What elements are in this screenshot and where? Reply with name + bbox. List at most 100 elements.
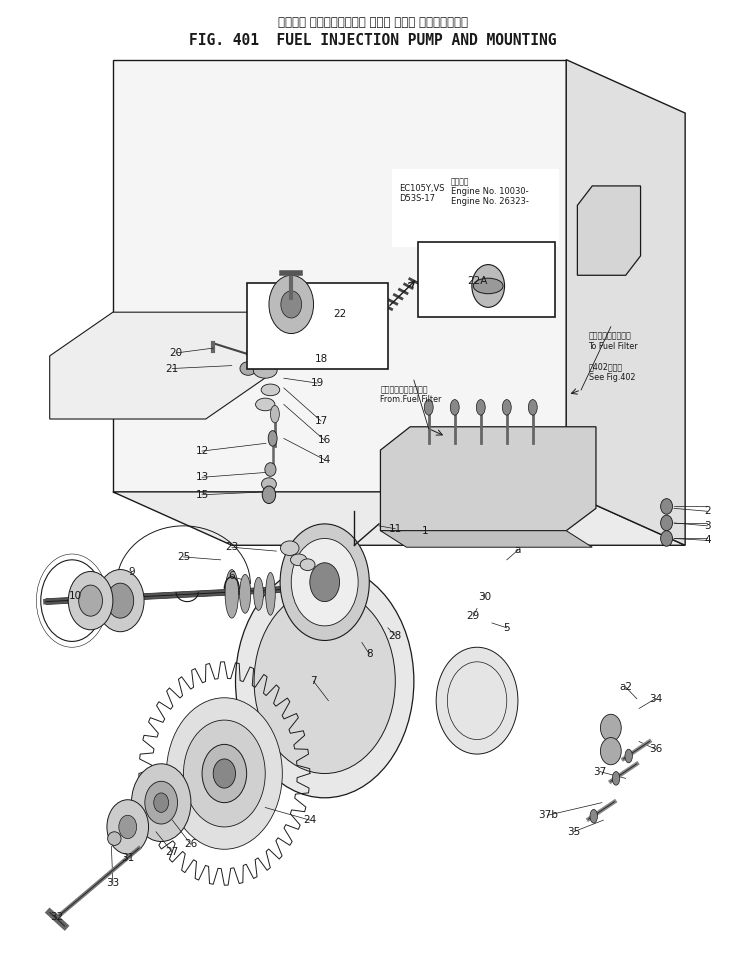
Ellipse shape — [107, 832, 121, 845]
Ellipse shape — [451, 399, 460, 415]
Ellipse shape — [280, 541, 299, 555]
Text: 12: 12 — [195, 446, 209, 456]
Circle shape — [253, 327, 285, 370]
Text: 6: 6 — [228, 572, 235, 581]
Text: 37: 37 — [593, 767, 606, 776]
Text: Engine No. 26323-: Engine No. 26323- — [451, 197, 529, 206]
Ellipse shape — [528, 399, 537, 415]
Ellipse shape — [612, 771, 620, 785]
Circle shape — [601, 737, 621, 765]
Text: FIG. 401  FUEL INJECTION PUMP AND MOUNTING: FIG. 401 FUEL INJECTION PUMP AND MOUNTIN… — [189, 33, 557, 48]
Circle shape — [291, 539, 358, 626]
Ellipse shape — [300, 559, 315, 571]
Polygon shape — [577, 186, 641, 276]
Text: 31: 31 — [121, 853, 134, 863]
Text: 27: 27 — [166, 847, 179, 857]
Circle shape — [69, 572, 113, 630]
Text: 適用番号: 適用番号 — [451, 177, 469, 186]
Ellipse shape — [239, 575, 251, 614]
Ellipse shape — [266, 573, 275, 616]
Circle shape — [280, 524, 369, 641]
Bar — [392, 169, 559, 247]
Text: 24: 24 — [303, 815, 316, 825]
Circle shape — [262, 339, 276, 358]
Ellipse shape — [263, 486, 275, 504]
Circle shape — [601, 714, 621, 741]
Circle shape — [436, 648, 518, 754]
Text: フェエルフィルタから
From.Fuel Filter: フェエルフィルタから From.Fuel Filter — [380, 385, 442, 404]
Text: 32: 32 — [51, 913, 63, 922]
Text: 28: 28 — [389, 630, 402, 641]
Ellipse shape — [254, 578, 263, 611]
Text: a: a — [515, 545, 521, 555]
Circle shape — [107, 800, 148, 854]
Text: 10: 10 — [69, 591, 82, 601]
Ellipse shape — [261, 384, 280, 395]
Ellipse shape — [225, 570, 239, 618]
Text: 25: 25 — [177, 552, 190, 562]
Circle shape — [661, 531, 672, 546]
Text: 17: 17 — [314, 416, 327, 426]
Circle shape — [96, 570, 144, 632]
Text: 7: 7 — [310, 676, 317, 687]
Bar — [418, 243, 555, 317]
Text: 29: 29 — [467, 611, 480, 621]
Text: 23: 23 — [225, 543, 239, 552]
Text: 1: 1 — [421, 526, 428, 536]
Ellipse shape — [254, 362, 277, 378]
Circle shape — [269, 276, 313, 333]
Ellipse shape — [502, 399, 511, 415]
Circle shape — [280, 291, 301, 318]
Ellipse shape — [625, 749, 633, 763]
Text: 2: 2 — [704, 506, 711, 516]
Text: フェエルフィルタへ
To Fuel Filter: フェエルフィルタへ To Fuel Filter — [589, 331, 638, 351]
Text: a2: a2 — [619, 682, 632, 693]
Circle shape — [107, 583, 134, 618]
Bar — [247, 283, 388, 368]
Text: EC105Y,VS: EC105Y,VS — [399, 184, 445, 193]
Circle shape — [661, 499, 672, 514]
Ellipse shape — [590, 809, 598, 823]
Text: 第402図参照
See Fig.402: 第402図参照 See Fig.402 — [589, 362, 635, 382]
Circle shape — [184, 720, 266, 827]
Text: 11: 11 — [389, 524, 402, 534]
Circle shape — [145, 781, 178, 824]
Ellipse shape — [290, 554, 307, 566]
Text: 4: 4 — [704, 536, 711, 545]
Polygon shape — [380, 531, 592, 547]
Text: 5: 5 — [504, 622, 510, 633]
Text: 36: 36 — [649, 744, 662, 754]
Text: フェエル インジェクション ポンプ および マウンティング: フェエル インジェクション ポンプ および マウンティング — [278, 16, 468, 28]
Text: 18: 18 — [314, 354, 327, 364]
Circle shape — [202, 744, 247, 803]
Circle shape — [254, 589, 395, 773]
Text: 21: 21 — [166, 363, 179, 373]
Text: 9: 9 — [128, 568, 135, 578]
Circle shape — [119, 815, 137, 839]
Circle shape — [154, 793, 169, 812]
Polygon shape — [566, 59, 685, 545]
Text: 22A: 22A — [467, 276, 487, 286]
Polygon shape — [113, 492, 685, 545]
Text: 16: 16 — [318, 435, 331, 445]
Text: Engine No. 10030-: Engine No. 10030- — [451, 187, 529, 196]
Circle shape — [213, 759, 236, 788]
Circle shape — [472, 265, 504, 308]
Text: 15: 15 — [195, 490, 209, 500]
Text: 26: 26 — [184, 840, 198, 849]
Ellipse shape — [269, 431, 277, 446]
Ellipse shape — [247, 345, 262, 360]
Ellipse shape — [424, 399, 433, 415]
Circle shape — [236, 565, 414, 798]
Ellipse shape — [476, 399, 485, 415]
Ellipse shape — [473, 279, 503, 294]
Text: 33: 33 — [106, 879, 119, 888]
Text: 30: 30 — [478, 592, 491, 602]
Text: 37b: 37b — [538, 810, 557, 820]
Text: 13: 13 — [195, 472, 209, 482]
Circle shape — [78, 585, 102, 617]
Ellipse shape — [265, 463, 276, 476]
Text: 8: 8 — [366, 649, 372, 659]
Ellipse shape — [262, 478, 276, 490]
Polygon shape — [380, 427, 596, 531]
